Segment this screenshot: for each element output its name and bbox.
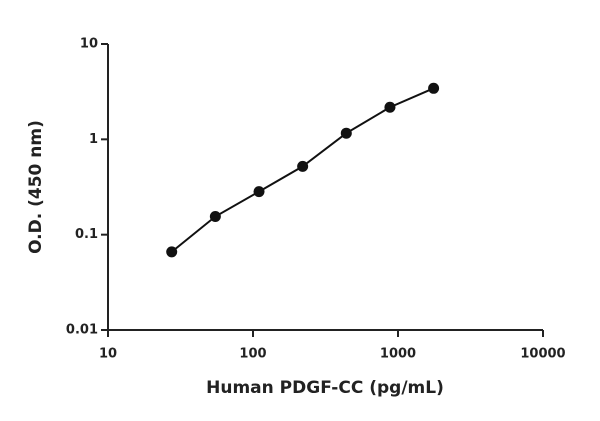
x-axis-title: Human PDGF-CC (pg/mL) bbox=[206, 378, 444, 398]
y-axis-title: O.D. (450 nm) bbox=[26, 120, 46, 254]
x-tick-label: 1000 bbox=[380, 347, 416, 362]
x-tick-label: 100 bbox=[239, 347, 266, 362]
y-tick-label: 0.01 bbox=[66, 323, 98, 338]
y-tick-label: 0.1 bbox=[75, 227, 98, 242]
data-point bbox=[297, 160, 309, 172]
y-tick-label: 10 bbox=[80, 37, 98, 52]
data-point bbox=[340, 127, 352, 139]
data-point bbox=[209, 211, 221, 223]
data-point bbox=[384, 101, 396, 113]
data-point bbox=[428, 82, 440, 94]
x-tick-label: 10 bbox=[99, 347, 117, 362]
x-tick-label: 10000 bbox=[520, 347, 565, 362]
y-tick-label: 1 bbox=[89, 132, 98, 147]
data-point bbox=[253, 186, 265, 198]
data-point bbox=[166, 246, 178, 258]
